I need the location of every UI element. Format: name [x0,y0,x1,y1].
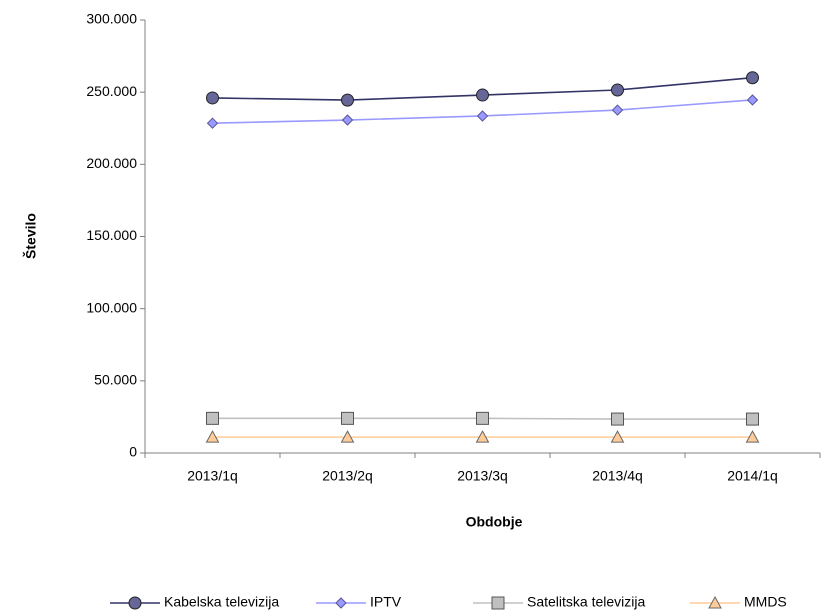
y-tick-label: 250.000 [86,83,137,99]
x-tick-label: 2014/1q [727,468,778,484]
marker [205,430,220,443]
y-tick-label: 50.000 [94,372,137,388]
marker [491,596,505,610]
marker [708,595,722,609]
x-tick-label: 2013/2q [322,468,373,484]
x-tick-label: 2013/1q [187,468,238,484]
x-tick-label: 2013/4q [592,468,643,484]
y-tick-label: 300.000 [86,11,137,27]
x-axis-label: Obdobje [466,514,523,530]
marker [206,117,219,129]
marker [341,93,354,107]
marker [128,596,142,610]
marker [746,412,759,426]
marker [611,412,624,426]
marker [476,88,489,102]
y-tick-label: 0 [129,444,137,460]
marker [340,430,355,443]
y-tick-label: 100.000 [86,299,137,315]
marker [610,430,625,443]
marker [476,110,489,122]
y-tick-label: 200.000 [86,155,137,171]
marker [476,411,489,425]
marker [611,83,624,97]
marker [206,91,219,105]
legend-label: Kabelska televizija [164,594,279,610]
x-tick-label: 2013/3q [457,468,508,484]
y-tick-label: 150.000 [86,227,137,243]
marker [335,597,347,609]
legend-label: MMDS [744,594,787,610]
marker [206,411,219,425]
marker [746,71,759,85]
marker [611,104,624,116]
marker [746,94,759,106]
marker [341,411,354,425]
marker [475,430,490,443]
legend-label: IPTV [370,594,402,610]
marker [745,430,760,443]
marker [341,114,354,126]
y-axis-label: Število [22,213,39,259]
legend-label: Satelitska televizija [527,594,645,610]
